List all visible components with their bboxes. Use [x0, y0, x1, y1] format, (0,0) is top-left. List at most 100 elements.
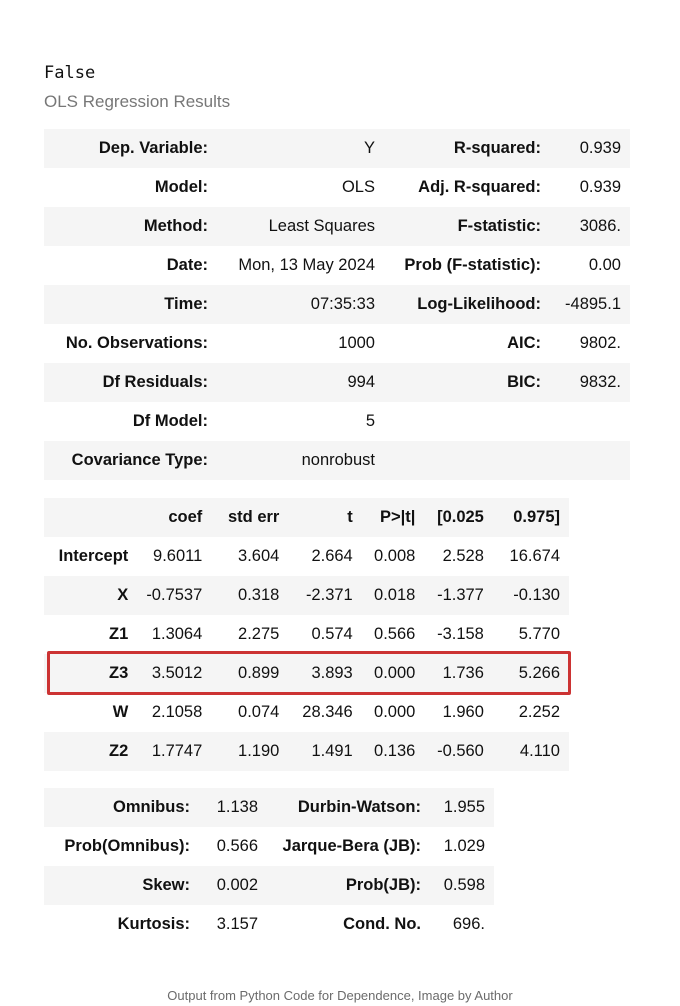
summary-label	[384, 402, 550, 441]
column-header	[44, 498, 137, 537]
variable-name: Z1	[109, 625, 129, 643]
variable-name: Z2	[109, 742, 129, 760]
table-row: Omnibus: 1.138 Durbin-Watson: 1.955	[44, 788, 494, 827]
summary-label: No. Observations:	[65, 334, 208, 352]
table-row-highlighted: Z3 3.5012 0.899 3.893 0.000 1.736 5.266	[44, 654, 569, 693]
column-header: 0.975]	[513, 508, 560, 526]
summary-value: 0.939	[579, 139, 621, 157]
p-cell: 0.136	[374, 742, 416, 760]
ci-low-cell: 1.960	[442, 703, 484, 721]
summary-label: Method:	[143, 217, 208, 235]
stdout-line: False	[44, 63, 96, 83]
ci-high-cell: 16.674	[509, 547, 560, 565]
stderr-cell: 0.074	[238, 703, 280, 721]
summary-value: Y	[363, 139, 375, 157]
p-cell: 0.008	[374, 547, 416, 565]
table-row: Covariance Type: nonrobust	[44, 441, 630, 480]
ci-low-cell: 2.528	[442, 547, 484, 565]
variable-name: Z3	[109, 664, 129, 682]
variable-name: X	[117, 586, 129, 604]
table-row: Z1 1.3064 2.275 0.574 0.566 -3.158 5.770	[44, 615, 569, 654]
diagnostic-label: Omnibus:	[113, 798, 190, 816]
diagnostic-label: Kurtosis:	[117, 915, 190, 933]
table-row: No. Observations: 1000 AIC: 9802.	[44, 324, 630, 363]
summary-value	[550, 441, 630, 480]
diagnostic-label: Durbin-Watson:	[297, 798, 421, 816]
variable-name: Intercept	[58, 547, 129, 565]
model-summary-table: Dep. Variable: Y R-squared: 0.939 Model:…	[44, 129, 630, 480]
p-cell: 0.000	[374, 664, 416, 682]
diagnostic-value: 0.002	[216, 876, 258, 894]
summary-label: AIC:	[507, 334, 541, 352]
summary-value: 9832.	[579, 373, 621, 391]
table-row: Df Model: 5	[44, 402, 630, 441]
summary-value: OLS	[341, 178, 375, 196]
ci-high-cell: 2.252	[518, 703, 560, 721]
table-row: Kurtosis: 3.157 Cond. No. 696.	[44, 905, 494, 944]
ci-high-cell: 5.266	[518, 664, 560, 682]
diagnostic-label: Skew:	[142, 876, 190, 894]
summary-value: 1000	[338, 334, 375, 352]
summary-value: 0.00	[588, 256, 621, 274]
t-cell: 0.574	[311, 625, 353, 643]
summary-label: Time:	[164, 295, 208, 313]
z3-highlight-box	[47, 651, 571, 695]
table-header-row: coef std err t P>|t| [0.025 0.975]	[44, 498, 569, 537]
summary-label: F-statistic:	[457, 217, 541, 235]
summary-label: Model:	[154, 178, 208, 196]
summary-value: nonrobust	[301, 451, 375, 469]
table-row: Dep. Variable: Y R-squared: 0.939	[44, 129, 630, 168]
table-row: X -0.7537 0.318 -2.371 0.018 -1.377 -0.1…	[44, 576, 569, 615]
coef-cell: 9.6011	[153, 547, 203, 565]
variable-name: W	[112, 703, 129, 721]
stdout-line: ['Z3']	[44, 141, 106, 161]
table-row: Skew: 0.002 Prob(JB): 0.598	[44, 866, 494, 905]
summary-value: 5	[365, 412, 375, 430]
table-row: Prob(Omnibus): 0.566 Jarque-Bera (JB): 1…	[44, 827, 494, 866]
ci-low-cell: -0.560	[437, 742, 484, 760]
diagnostic-value: 1.029	[443, 837, 485, 855]
results-caption: OLS Regression Results	[44, 92, 231, 111]
table-row: Intercept 9.6011 3.604 2.664 0.008 2.528…	[44, 537, 569, 576]
t-cell: -2.371	[305, 586, 353, 604]
summary-value: Least Squares	[268, 217, 375, 235]
summary-value: 994	[347, 373, 375, 391]
column-header: P>|t|	[379, 508, 416, 526]
coef-cell: 1.7747	[151, 742, 203, 760]
summary-value: 0.939	[579, 178, 621, 196]
ci-low-cell: -1.377	[437, 586, 484, 604]
p-cell: 0.018	[374, 586, 416, 604]
ci-high-cell: 5.770	[518, 625, 560, 643]
p-cell: 0.000	[374, 703, 416, 721]
table-row: Date: Mon, 13 May 2024 Prob (F-statistic…	[44, 246, 630, 285]
ci-low-cell: -3.158	[437, 625, 484, 643]
summary-value: 9802.	[579, 334, 621, 352]
diagnostic-value: 3.157	[216, 915, 258, 933]
summary-label: Df Residuals:	[102, 373, 208, 391]
summary-value	[550, 402, 630, 441]
summary-label: Df Model:	[132, 412, 208, 430]
table-row: Method: Least Squares F-statistic: 3086.	[44, 207, 630, 246]
summary-label	[384, 441, 550, 480]
stderr-cell: 3.604	[238, 547, 280, 565]
summary-label: R-squared:	[453, 139, 541, 157]
column-header: std err	[227, 508, 280, 526]
column-header: coef	[168, 508, 203, 526]
summary-value: 07:35:33	[310, 295, 375, 313]
coef-cell: 3.5012	[151, 664, 203, 682]
diagnostic-label: Prob(Omnibus):	[64, 837, 190, 855]
table-row: W 2.1058 0.074 28.346 0.000 1.960 2.252	[44, 693, 569, 732]
p-cell: 0.566	[374, 625, 416, 643]
t-cell: 28.346	[302, 703, 353, 721]
table-row: Df Residuals: 994 BIC: 9832.	[44, 363, 630, 402]
ci-high-cell: 4.110	[519, 742, 560, 760]
stderr-cell: 0.899	[238, 664, 280, 682]
coef-cell: 1.3064	[151, 625, 203, 643]
diagnostic-value: 0.598	[443, 876, 485, 894]
diagnostic-value: 1.138	[216, 798, 258, 816]
stderr-cell: 1.190	[238, 742, 280, 760]
table-row: Time: 07:35:33 Log-Likelihood: -4895.1	[44, 285, 630, 324]
diagnostic-label: Jarque-Bera (JB):	[282, 837, 421, 855]
t-cell: 1.491	[311, 742, 353, 760]
summary-label: Covariance Type:	[71, 451, 208, 469]
